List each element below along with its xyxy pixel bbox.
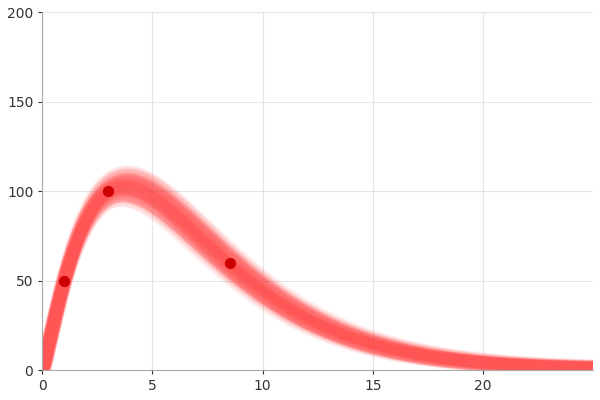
- Point: [104, 188, 113, 194]
- Point: [225, 260, 235, 266]
- Point: [59, 278, 69, 284]
